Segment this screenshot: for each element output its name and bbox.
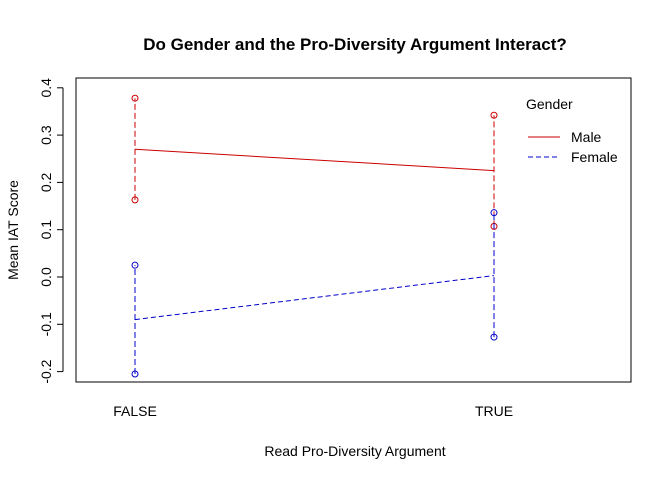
lower-point <box>490 333 498 341</box>
y-axis: -0.2 -0.1 0.0 0.1 0.2 0.3 0.4 <box>38 78 64 384</box>
upper-point <box>490 111 498 119</box>
series-female <box>131 209 498 378</box>
chart-title: Do Gender and the Pro-Diversity Argument… <box>143 35 567 54</box>
x-tick-label: TRUE <box>475 403 513 419</box>
lower-point <box>131 370 139 378</box>
series-layer <box>131 94 498 378</box>
legend-label-male: Male <box>571 129 602 145</box>
legend: Gender Male Female <box>526 96 618 165</box>
y-tick-label: 0.4 <box>38 78 54 98</box>
mean-line <box>134 148 495 172</box>
y-tick-label: -0.2 <box>38 359 54 383</box>
y-tick-label: 0.2 <box>38 172 54 192</box>
upper-point <box>131 94 139 102</box>
upper-point <box>490 209 498 217</box>
plot-frame <box>75 77 632 383</box>
lower-point <box>131 196 139 204</box>
y-tick-label: 0.1 <box>38 220 54 240</box>
x-axis-label: Read Pro-Diversity Argument <box>264 443 445 459</box>
y-axis-label: Mean IAT Score <box>5 180 21 280</box>
mean-line <box>134 275 495 321</box>
x-tick-label: FALSE <box>113 403 157 419</box>
series-male <box>131 94 498 230</box>
legend-title: Gender <box>526 96 573 112</box>
y-tick-label: 0.3 <box>38 125 54 145</box>
x-axis: FALSE TRUE <box>113 403 513 419</box>
legend-label-female: Female <box>571 149 618 165</box>
upper-point <box>131 261 139 269</box>
y-tick-label: -0.1 <box>38 312 54 336</box>
y-tick-label: 0.0 <box>38 267 54 287</box>
